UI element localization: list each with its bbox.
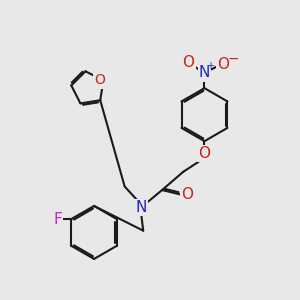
Text: O: O xyxy=(181,187,193,202)
Text: −: − xyxy=(228,52,239,66)
Text: F: F xyxy=(53,212,62,227)
Text: +: + xyxy=(206,61,214,71)
Text: O: O xyxy=(183,55,195,70)
Text: O: O xyxy=(94,74,105,87)
Text: O: O xyxy=(217,56,229,71)
Text: N: N xyxy=(199,65,210,80)
Text: N: N xyxy=(135,200,147,215)
Text: O: O xyxy=(199,146,211,161)
